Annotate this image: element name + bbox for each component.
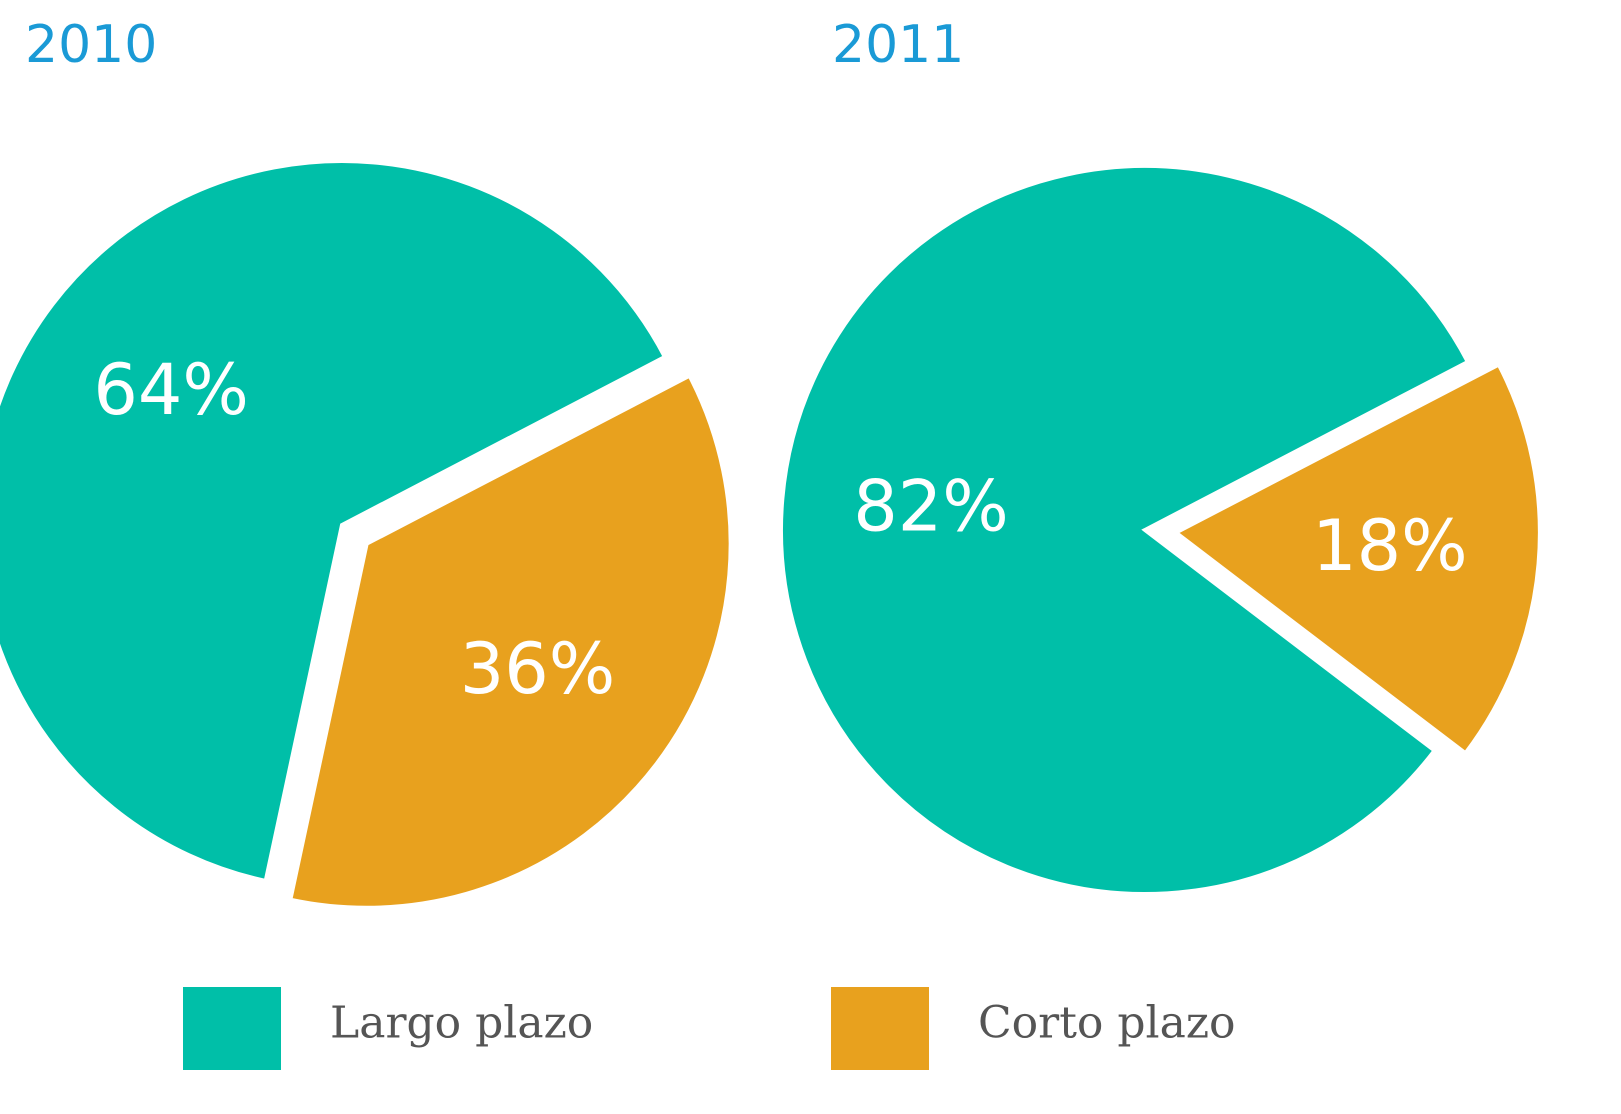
chart-title: 2011 — [832, 15, 964, 75]
pie-slice — [1172, 361, 1542, 757]
value-label: 64% — [93, 349, 249, 431]
pie-slice — [778, 164, 1471, 896]
pie-slice — [287, 373, 733, 910]
chart-title: 2010 — [25, 15, 157, 75]
value-label: 36% — [460, 628, 616, 710]
legend-swatch — [183, 987, 281, 1070]
legend-label: Largo plazo — [330, 998, 593, 1049]
legend-swatch — [831, 987, 929, 1070]
value-label: 82% — [853, 466, 1009, 548]
value-label: 18% — [1312, 505, 1468, 587]
pie-slice — [0, 159, 668, 884]
legend-label: Corto plazo — [978, 998, 1236, 1049]
